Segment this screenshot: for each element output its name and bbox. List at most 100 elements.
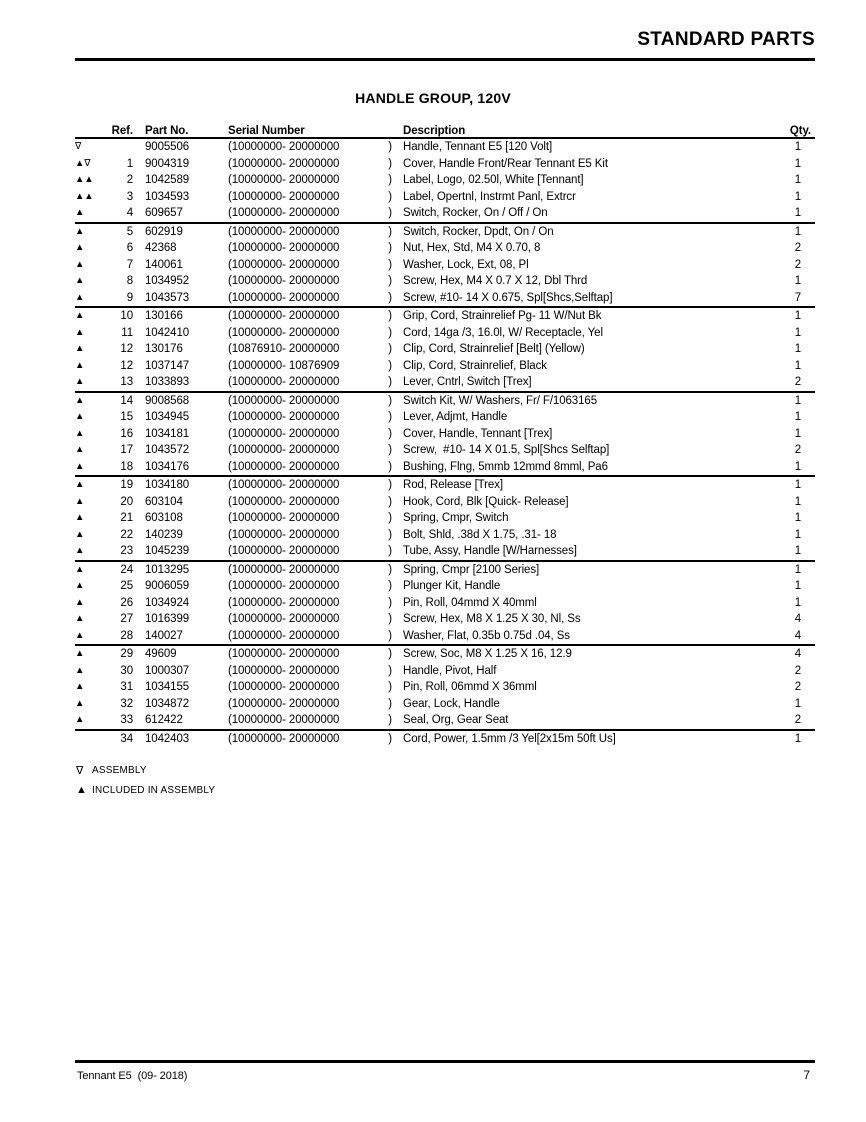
assembly-indicator-icon: ▲ — [75, 275, 85, 286]
table-row: ▲ 18 1034176 (10000000- 20000000) Bushing, F… — [75, 459, 815, 476]
qty-cell: 1 — [794, 343, 801, 355]
serial-number-cell: (10876910- 20000000) — [228, 341, 392, 358]
part-number-cell: 1043573 — [145, 291, 190, 304]
assembly-indicator-icon: ▲ — [75, 343, 85, 354]
serial-number-cell: (10000000- 20000000) — [228, 562, 392, 579]
assembly-indicator-icon: ▲ — [75, 613, 85, 624]
description-cell: Switch, Rocker, Dpdt, On / On — [403, 225, 554, 238]
description-column-header: Description — [403, 125, 466, 137]
qty-cell: 7 — [794, 291, 801, 304]
serial-range: (10000000- 20000000 — [228, 495, 340, 508]
assembly-symbol-icon: ∇ — [76, 764, 84, 777]
serial-number-cell: (10000000- 10876909) — [228, 358, 392, 375]
table-group: ▲ 19 1034180 (10000000- 20000000) Rod, Relea… — [75, 477, 815, 562]
table-row: ▲▲ 3 1034593 (10000000- 20000000) Label, Ope… — [75, 189, 815, 206]
serial-number-cell: (10000000- 20000000) — [228, 510, 392, 527]
serial-number-cell: (10000000- 20000000) — [228, 374, 392, 391]
assembly-indicator-icon: ▲ — [75, 629, 85, 641]
assembly-indicator-icon: ▲ — [75, 697, 85, 709]
part-number-cell: 1034181 — [145, 427, 190, 440]
qty-cell: 1 — [794, 545, 801, 557]
table-row: ▲ 19 1034180 (10000000- 20000000) Rod, Relea… — [75, 477, 815, 494]
description-cell: Screw, Soc, M8 X 1.25 X 16, 12.9 — [403, 648, 572, 660]
qty-cell: 1 — [794, 275, 801, 287]
assembly-indicator-icon: ▲ — [75, 681, 85, 692]
serial-close-paren: ) — [388, 190, 392, 203]
serial-close-paren: ) — [388, 460, 392, 473]
ref-cell: 10 — [120, 310, 133, 322]
serial-range: (10000000- 20000000 — [228, 460, 340, 473]
serial-range: (10000000- 20000000 — [228, 512, 340, 524]
serial-range: (10000000- 20000000 — [228, 291, 340, 304]
ref-cell: 28 — [120, 629, 133, 642]
ref-cell: 1 — [126, 157, 133, 170]
assembly-indicator-icon: ▲ — [75, 596, 85, 608]
assembly-indicator-icon: ▲ — [75, 460, 85, 472]
description-cell: Cord, Power, 1.5mm /3 Yel[2x15m 50ft Us] — [403, 732, 616, 745]
ref-cell: 14 — [120, 394, 133, 407]
assembly-indicator-icon: ▲▲ — [75, 174, 94, 185]
serial-close-paren: ) — [388, 495, 392, 508]
assembly-indicator-icon: ▲▲ — [75, 190, 94, 202]
table-row: ▲ 32 1034872 (10000000- 20000000) Gear, Lock… — [75, 696, 815, 713]
serial-number-cell: (10000000- 20000000) — [228, 494, 392, 511]
serial-close-paren: ) — [388, 580, 392, 592]
qty-cell: 2 — [794, 444, 801, 456]
qty-cell: 2 — [794, 376, 801, 388]
ref-cell: 27 — [120, 613, 133, 625]
assembly-indicator-icon: ▲ — [75, 411, 85, 422]
serial-range: (10000000- 20000000 — [228, 444, 340, 456]
serial-range: (10000000- 20000000 — [228, 190, 340, 203]
qty-cell: 1 — [794, 697, 801, 710]
table-row: 34 1042403 (10000000- 20000000) Cord, Power… — [75, 731, 815, 748]
ref-cell: 33 — [120, 714, 133, 726]
serial-close-paren: ) — [388, 242, 392, 254]
assembly-indicator-icon: ▲ — [75, 563, 85, 575]
table-row: ▲ 12 130176 (10876910- 20000000) Clip, Cord,… — [75, 341, 815, 358]
serial-number-cell: (10000000- 20000000) — [228, 477, 392, 494]
table-row: ▲ 10 130166 (10000000- 20000000) Grip, Cord,… — [75, 308, 815, 325]
qty-cell: 1 — [794, 326, 801, 339]
assembly-indicator-icon: ▲∇ — [75, 157, 91, 169]
part-number-cell: 1042589 — [145, 174, 190, 186]
part-number-cell: 1042410 — [145, 326, 190, 339]
qty-cell: 4 — [794, 629, 801, 642]
serial-number-cell: (10000000- 20000000) — [228, 442, 392, 459]
serial-number-cell: (10000000- 20000000) — [228, 459, 392, 476]
serial-number-cell: (10000000- 20000000) — [228, 527, 392, 544]
qty-cell: 4 — [794, 648, 801, 660]
serial-close-paren: ) — [388, 411, 392, 423]
serial-range: (10000000- 20000000 — [228, 648, 340, 660]
ref-cell: 6 — [126, 242, 133, 254]
parts-table: Ref. Part No. Serial Number Description … — [75, 115, 815, 747]
ref-cell: 31 — [120, 681, 133, 693]
serial-range: (10000000- 20000000 — [228, 174, 340, 186]
ref-cell: 9 — [126, 291, 133, 304]
serial-number-cell: (10000000- 20000000) — [228, 426, 392, 443]
serial-number-cell: (10000000- 20000000) — [228, 189, 392, 206]
serial-range: (10000000- 20000000 — [228, 310, 340, 322]
description-cell: Lever, Adjmt, Handle — [403, 411, 508, 423]
part-number-cell: 1033893 — [145, 376, 190, 388]
ref-cell: 3 — [126, 190, 133, 203]
ref-column-header: Ref. — [111, 125, 133, 137]
table-row: ▲ 27 1016399 (10000000- 20000000) Screw, Hex… — [75, 611, 815, 628]
table-row: ▲ 22 140239 (10000000- 20000000) Bolt, Shld,… — [75, 527, 815, 544]
serial-close-paren: ) — [388, 174, 392, 186]
part-number-cell: 49609 — [145, 648, 177, 660]
serial-close-paren: ) — [388, 629, 392, 642]
qty-cell: 1 — [794, 310, 801, 322]
part-number-cell: 1034924 — [145, 596, 190, 609]
serial-range: (10000000- 20000000 — [228, 545, 340, 557]
description-cell: Plunger Kit, Handle — [403, 580, 501, 592]
ref-cell: 11 — [121, 326, 133, 339]
part-number-cell: 1034593 — [145, 190, 190, 203]
assembly-indicator-icon: ▲ — [75, 376, 85, 387]
ref-cell: 4 — [126, 207, 133, 219]
part-number-cell: 612422 — [145, 714, 183, 726]
table-row: ▲ 12 1037147 (10000000- 10876909) Clip, Cord… — [75, 358, 815, 375]
serial-number-cell: (10000000- 20000000) — [228, 679, 392, 696]
serial-range: (10000000- 20000000 — [228, 427, 340, 440]
table-row: ▲ 24 1013295 (10000000- 20000000) Spring, Cm… — [75, 562, 815, 579]
footer-document-id: Tennant E5 (09- 2018) — [77, 1070, 188, 1082]
